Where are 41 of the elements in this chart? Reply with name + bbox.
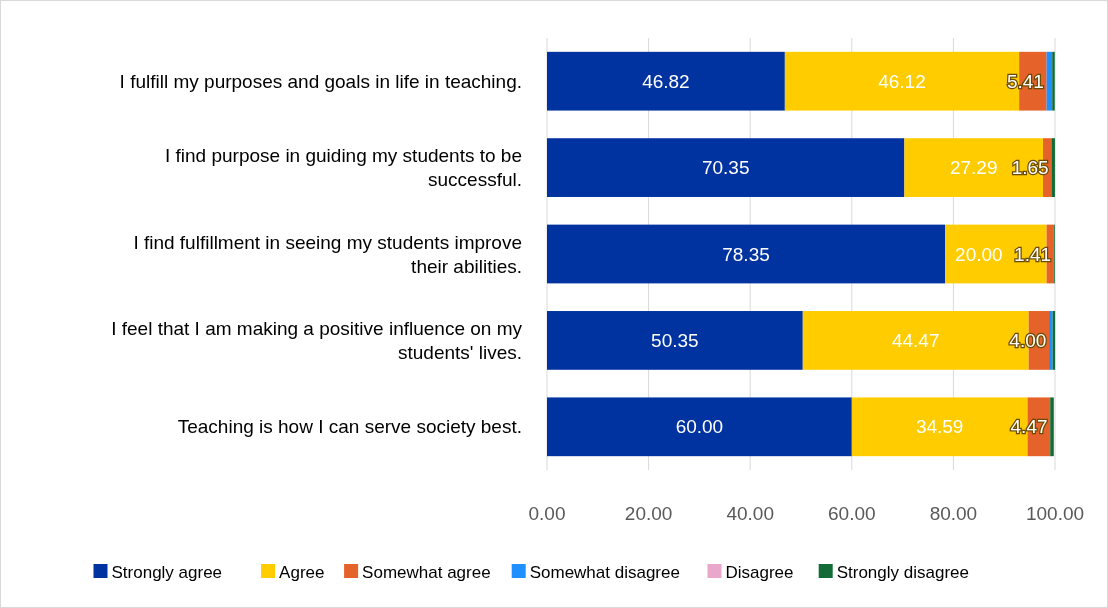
data-label: 1.65 (1011, 157, 1049, 179)
data-label: 50.35 (651, 330, 699, 352)
bar (1046, 51, 1053, 111)
data-label: 34.59 (915, 416, 964, 438)
y-tick-label: Teaching is how I can serve society best. (177, 416, 522, 438)
x-tick-label: 20.00 (624, 503, 673, 524)
bar (547, 51, 785, 111)
x-tick-label: 0.00 (528, 503, 566, 524)
bar (1051, 138, 1055, 197)
data-label: 4.00 (1009, 330, 1047, 352)
y-tick-label: I find fulfillment in seeing my students improve their abilities. (133, 231, 522, 277)
data-label: 78.35 (722, 243, 770, 265)
legend-label: Disagree (725, 562, 794, 582)
legend-label: Somewhat disagree (529, 562, 680, 582)
x-tick-label: 80.00 (929, 503, 978, 524)
x-tick-label: 100.00 (1025, 503, 1085, 524)
legend-label: Agree (279, 562, 325, 582)
bar (1052, 51, 1055, 111)
bar (547, 224, 946, 284)
data-label: 27.29 (949, 157, 998, 179)
legend-label: Strongly disagree (836, 562, 970, 582)
data-label: 46.12 (878, 70, 926, 92)
legend-label: Strongly agree (111, 562, 223, 582)
legend-label: Somewhat agree (362, 562, 491, 582)
y-tick-label: I find purpose in guiding my students to be successful. (164, 145, 522, 191)
bar (547, 311, 803, 370)
bar (1050, 397, 1054, 457)
data-label: 20.00 (955, 243, 1003, 265)
bar (547, 138, 905, 197)
bar (547, 397, 852, 457)
data-label: 46.82 (642, 70, 690, 92)
data-label: 60.00 (675, 416, 724, 438)
y-tick-label: I fulfill my purposes and goals in life in teaching. (119, 70, 522, 92)
x-tick-label: 60.00 (828, 503, 876, 524)
data-label: 44.47 (891, 330, 940, 352)
y-tick-label: I feel that I am making a positive influence on my students' lives. (111, 318, 523, 364)
data-label: 5.41 (1006, 70, 1044, 92)
x-tick-label: 40.00 (726, 503, 774, 524)
data-label: 4.47 (1010, 416, 1048, 438)
data-label: 1.41 (1014, 243, 1052, 265)
data-label: 70.35 (701, 157, 750, 179)
